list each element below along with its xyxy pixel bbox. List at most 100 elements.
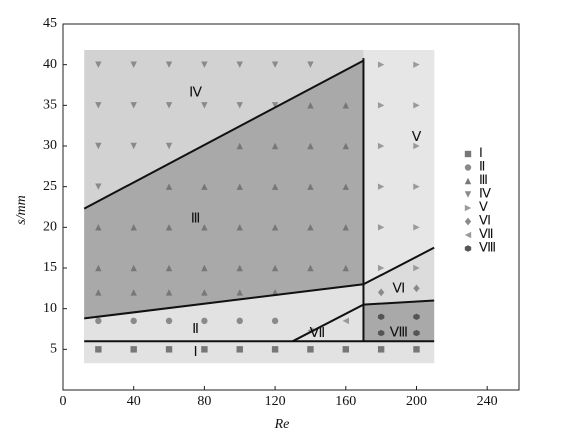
point xyxy=(236,142,243,150)
point xyxy=(201,61,208,68)
point xyxy=(201,317,208,325)
point xyxy=(236,61,243,68)
point xyxy=(413,284,420,293)
y-tick-label: 25 xyxy=(43,179,57,194)
point xyxy=(377,61,385,68)
region xyxy=(363,341,435,364)
x-tick-label: 240 xyxy=(477,394,498,409)
point xyxy=(377,288,385,297)
legend-label: Ⅷ xyxy=(479,239,496,254)
point xyxy=(377,183,385,190)
region xyxy=(84,60,364,319)
point xyxy=(377,313,385,320)
x-tick-label: 120 xyxy=(265,394,286,409)
point xyxy=(165,224,173,231)
point xyxy=(307,61,314,68)
point xyxy=(413,264,420,272)
point xyxy=(377,224,385,231)
point xyxy=(342,317,349,325)
region-label: Ⅰ xyxy=(193,345,197,360)
point xyxy=(165,289,173,296)
legend-item: Ⅰ xyxy=(464,145,483,160)
point xyxy=(377,264,385,272)
point xyxy=(201,183,208,190)
legend-label: Ⅰ xyxy=(479,145,483,160)
legend-item: Ⅱ xyxy=(464,158,485,173)
point xyxy=(95,142,102,150)
point xyxy=(377,142,385,150)
legend-item: Ⅶ xyxy=(464,226,494,241)
point xyxy=(342,102,349,109)
point xyxy=(236,289,243,296)
point xyxy=(236,224,243,231)
point xyxy=(271,317,279,325)
point xyxy=(307,142,314,150)
point xyxy=(307,264,314,272)
point xyxy=(165,61,173,68)
legend-marker xyxy=(464,177,472,185)
point xyxy=(95,183,102,190)
legend-marker xyxy=(464,217,472,226)
plot-frame xyxy=(62,23,520,391)
legend-item: Ⅳ xyxy=(464,185,491,200)
point xyxy=(130,61,137,68)
region-label: Ⅲ xyxy=(191,211,201,226)
point xyxy=(165,142,173,150)
point xyxy=(307,183,314,190)
point xyxy=(271,346,279,353)
point xyxy=(413,142,420,150)
legend-item: Ⅲ xyxy=(464,172,488,187)
point xyxy=(377,346,385,353)
point xyxy=(95,102,102,109)
point xyxy=(413,313,420,320)
legend-marker xyxy=(464,164,472,171)
legend-marker xyxy=(464,150,472,158)
point xyxy=(271,61,279,68)
point xyxy=(130,346,137,353)
point xyxy=(307,102,314,109)
legend-marker xyxy=(464,231,472,239)
boundary-line xyxy=(83,59,364,210)
point xyxy=(413,346,420,353)
point xyxy=(95,317,102,325)
y-tick-label: 35 xyxy=(43,98,57,113)
point xyxy=(165,183,173,190)
region-label: Ⅵ xyxy=(392,281,405,296)
boundary-line xyxy=(84,283,364,320)
point xyxy=(95,61,102,68)
x-tick-label: 40 xyxy=(127,394,141,409)
legend-marker xyxy=(464,191,472,198)
point xyxy=(377,102,385,109)
region-label: Ⅷ xyxy=(390,325,408,340)
x-tick-label: 80 xyxy=(197,394,211,409)
point xyxy=(201,224,208,231)
point xyxy=(271,224,279,231)
point xyxy=(130,224,137,231)
point xyxy=(201,289,208,296)
legend-label: Ⅴ xyxy=(479,199,488,214)
y-tick-label: 10 xyxy=(43,301,57,316)
y-axis-label: s/mm xyxy=(14,195,29,225)
legend-item: Ⅷ xyxy=(464,239,496,254)
legend-label: Ⅳ xyxy=(479,185,491,200)
point xyxy=(236,264,243,272)
point xyxy=(413,329,420,337)
legend-item: Ⅵ xyxy=(464,212,491,227)
y-tick-label: 45 xyxy=(43,16,57,31)
point xyxy=(271,264,279,272)
legend-label: Ⅲ xyxy=(479,172,488,187)
point xyxy=(236,317,243,325)
point xyxy=(307,346,314,353)
region-label: Ⅳ xyxy=(189,85,202,100)
point xyxy=(201,346,208,353)
y-tick-label: 40 xyxy=(43,57,57,72)
x-tick-label: 200 xyxy=(406,394,427,409)
point xyxy=(342,142,349,150)
point xyxy=(413,102,420,109)
point xyxy=(165,102,173,109)
point xyxy=(130,289,137,296)
point xyxy=(236,183,243,190)
point xyxy=(236,102,243,109)
legend-label: Ⅶ xyxy=(479,226,494,241)
